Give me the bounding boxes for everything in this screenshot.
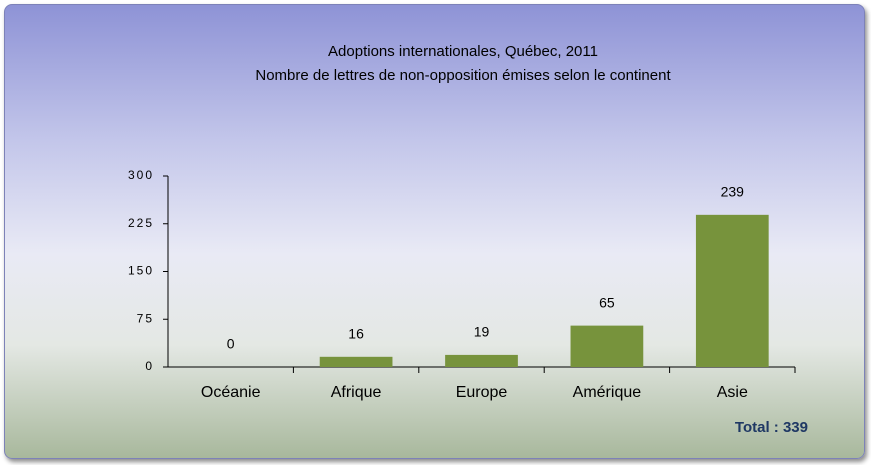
x-tick-label: Europe xyxy=(456,384,508,401)
total-annotation: Total : 339 xyxy=(735,419,808,436)
y-tick-label: 300 xyxy=(128,168,154,182)
y-tick-label: 0 xyxy=(145,359,154,373)
chart-title: Adoptions internationales, Québec, 2011 xyxy=(328,43,598,60)
bar xyxy=(319,356,393,367)
x-tick-label: Asie xyxy=(717,384,748,401)
bar xyxy=(695,214,769,367)
y-tick-label: 225 xyxy=(128,216,154,230)
data-label: 16 xyxy=(348,326,364,342)
bar xyxy=(445,354,518,367)
data-label: 65 xyxy=(599,294,615,310)
y-tick-label: 150 xyxy=(128,264,154,278)
data-label: 0 xyxy=(227,336,235,352)
x-tick-label: Amérique xyxy=(573,384,642,401)
chart-subtitle: Nombre de lettres de non-opposition émis… xyxy=(255,67,671,84)
bar xyxy=(570,325,644,367)
data-label: 239 xyxy=(721,184,745,200)
data-label: 19 xyxy=(474,324,490,340)
x-tick-label: Océanie xyxy=(201,384,261,401)
y-tick-label: 75 xyxy=(137,311,154,325)
x-tick-label: Afrique xyxy=(331,384,382,401)
